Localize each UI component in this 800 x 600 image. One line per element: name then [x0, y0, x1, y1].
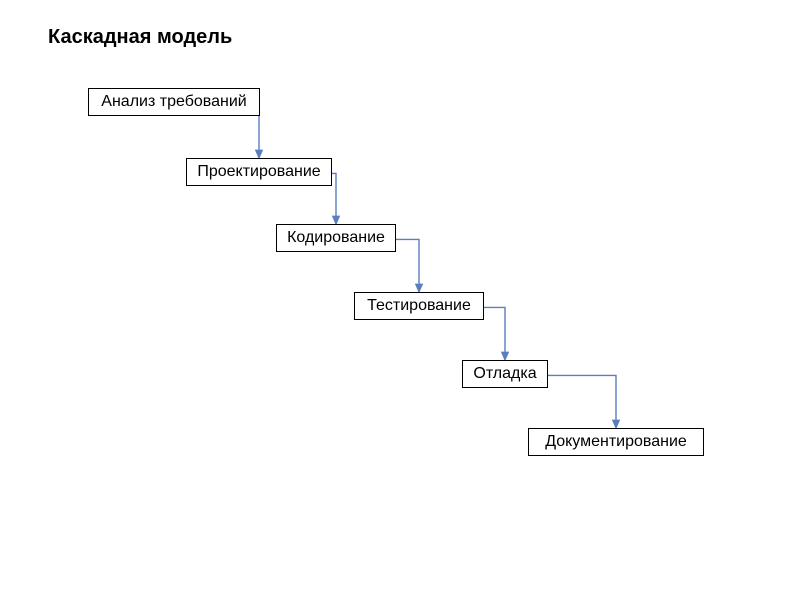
node-n3: Кодирование	[276, 224, 396, 252]
edge-n4-to-n5	[484, 307, 505, 360]
node-label: Анализ требований	[101, 93, 246, 111]
edge-n3-to-n4	[396, 239, 419, 292]
node-n1: Анализ требований	[88, 88, 260, 116]
node-label: Документирование	[545, 433, 687, 451]
node-n6: Документирование	[528, 428, 704, 456]
node-n4: Тестирование	[354, 292, 484, 320]
diagram-title: Каскадная модель	[48, 26, 232, 49]
edge-n5-to-n6	[548, 375, 616, 428]
node-n2: Проектирование	[186, 158, 332, 186]
node-label: Кодирование	[287, 229, 385, 247]
node-label: Тестирование	[367, 297, 471, 315]
node-label: Отладка	[473, 365, 536, 383]
waterfall-diagram: Каскадная модель Анализ требований Проект…	[0, 0, 800, 600]
node-label: Проектирование	[197, 163, 320, 181]
node-n5: Отладка	[462, 360, 548, 388]
edge-n2-to-n3	[332, 173, 336, 224]
